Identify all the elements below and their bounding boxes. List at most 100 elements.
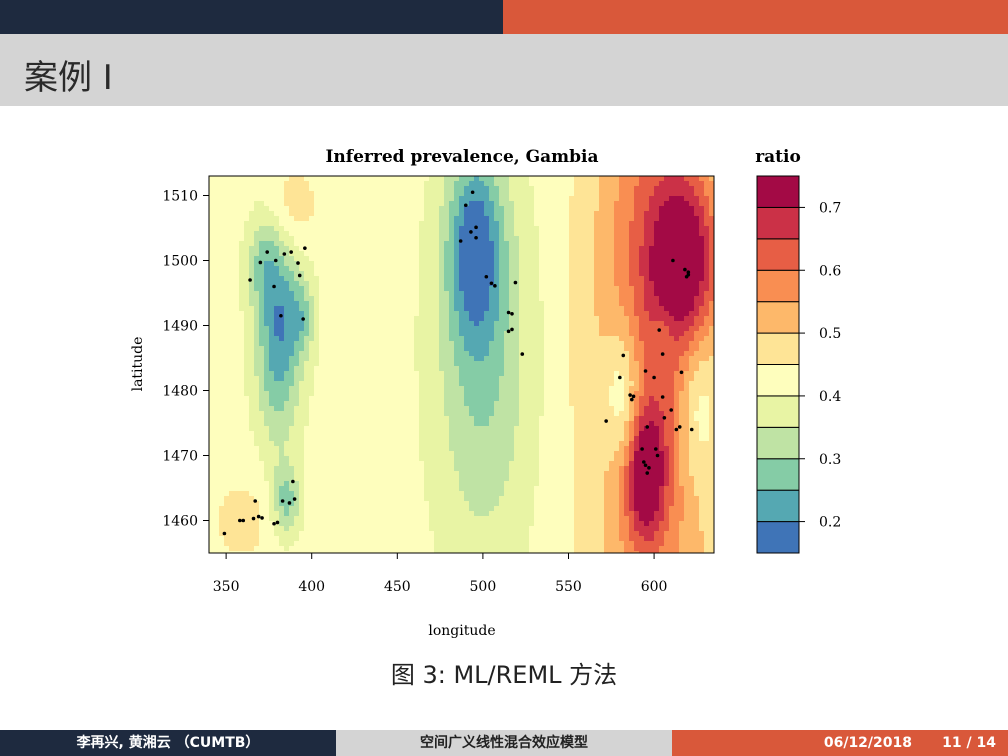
surface-cell xyxy=(554,271,560,277)
surface-cell xyxy=(509,201,515,207)
surface-cell xyxy=(244,296,250,302)
surface-cell xyxy=(289,246,295,252)
surface-cell xyxy=(664,216,670,222)
surface-cell xyxy=(684,406,690,412)
surface-cell xyxy=(294,371,300,377)
surface-cell xyxy=(544,381,550,387)
surface-cell xyxy=(654,176,660,182)
surface-cell xyxy=(564,221,570,227)
surface-cell xyxy=(594,321,600,327)
surface-cell xyxy=(659,201,665,207)
surface-cell xyxy=(474,211,480,217)
surface-cell xyxy=(434,236,440,242)
surface-cell xyxy=(619,331,625,337)
surface-cell xyxy=(494,271,500,277)
surface-cell xyxy=(219,226,225,232)
surface-cell xyxy=(634,216,640,222)
surface-cell xyxy=(669,366,675,372)
surface-cell xyxy=(534,361,540,367)
surface-cell xyxy=(429,396,435,402)
surface-cell xyxy=(234,191,240,197)
surface-cell xyxy=(224,181,230,187)
surface-cell xyxy=(339,376,345,382)
surface-cell xyxy=(554,296,560,302)
surface-cell xyxy=(619,241,625,247)
surface-cell xyxy=(449,416,455,422)
surface-cell xyxy=(314,281,320,287)
surface-cell xyxy=(469,281,475,287)
surface-cell xyxy=(534,301,540,307)
surface-cell xyxy=(449,371,455,377)
surface-cell xyxy=(334,296,340,302)
surface-cell xyxy=(499,356,505,362)
surface-cell xyxy=(429,311,435,317)
surface-cell xyxy=(479,321,485,327)
surface-cell xyxy=(459,346,465,352)
surface-cell xyxy=(279,181,285,187)
surface-cell xyxy=(244,251,250,257)
surface-cell xyxy=(444,271,450,277)
surface-cell xyxy=(234,321,240,327)
surface-cell xyxy=(519,386,525,392)
surface-cell xyxy=(249,406,255,412)
surface-cell xyxy=(499,341,505,347)
surface-cell xyxy=(674,201,680,207)
surface-cell xyxy=(594,236,600,242)
surface-cell xyxy=(279,311,285,317)
surface-cell xyxy=(484,246,490,252)
surface-cell xyxy=(484,366,490,372)
surface-cell xyxy=(259,311,265,317)
surface-cell xyxy=(269,416,275,422)
surface-cell xyxy=(284,181,290,187)
surface-cell xyxy=(574,256,580,262)
surface-cell xyxy=(399,416,405,422)
surface-cell xyxy=(214,306,220,312)
surface-cell xyxy=(554,396,560,402)
surface-cell xyxy=(479,216,485,222)
surface-cell xyxy=(539,221,545,227)
surface-cell xyxy=(469,211,475,217)
surface-cell xyxy=(234,236,240,242)
frame-title: 案例 I xyxy=(24,58,113,98)
surface-cell xyxy=(324,246,330,252)
surface-cell xyxy=(534,186,540,192)
surface-cell xyxy=(459,256,465,262)
surface-cell xyxy=(494,391,500,397)
surface-cell xyxy=(269,251,275,257)
surface-cell xyxy=(399,391,405,397)
surface-cell xyxy=(279,331,285,337)
surface-cell xyxy=(219,296,225,302)
surface-cell xyxy=(674,271,680,277)
surface-cell xyxy=(269,406,275,412)
surface-cell xyxy=(489,276,495,282)
surface-cell xyxy=(419,361,425,367)
surface-cell xyxy=(349,296,355,302)
surface-cell xyxy=(664,376,670,382)
surface-cell xyxy=(464,406,470,412)
surface-cell xyxy=(329,176,335,182)
surface-cell xyxy=(284,221,290,227)
surface-cell xyxy=(689,236,695,242)
surface-cell xyxy=(214,266,220,272)
surface-cell xyxy=(489,336,495,342)
surface-cell xyxy=(524,221,530,227)
surface-cell xyxy=(304,326,310,332)
surface-cell xyxy=(449,361,455,367)
surface-cell xyxy=(594,196,600,202)
surface-cell xyxy=(674,366,680,372)
surface-cell xyxy=(599,366,605,372)
surface-cell xyxy=(449,381,455,387)
surface-cell xyxy=(324,261,330,267)
surface-cell xyxy=(534,291,540,297)
surface-cell xyxy=(489,386,495,392)
surface-cell xyxy=(434,291,440,297)
surface-cell xyxy=(664,386,670,392)
surface-cell xyxy=(244,336,250,342)
surface-cell xyxy=(254,306,260,312)
surface-cell xyxy=(339,396,345,402)
surface-cell xyxy=(639,186,645,192)
surface-cell xyxy=(554,391,560,397)
surface-cell xyxy=(379,326,385,332)
surface-cell xyxy=(394,196,400,202)
surface-cell xyxy=(464,196,470,202)
